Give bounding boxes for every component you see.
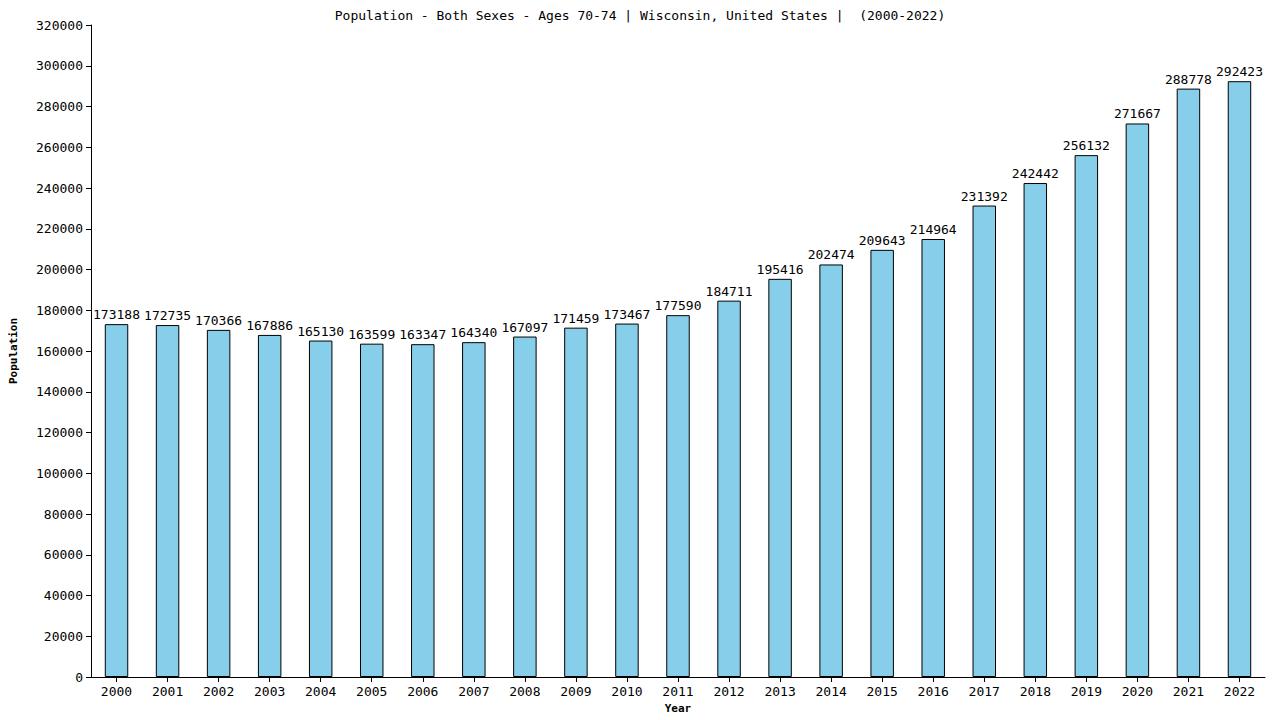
svg-text:Year: Year	[665, 702, 692, 715]
svg-text:2003: 2003	[254, 684, 285, 699]
svg-text:214964: 214964	[910, 222, 957, 237]
svg-text:160000: 160000	[36, 344, 83, 359]
svg-text:60000: 60000	[44, 547, 83, 562]
svg-text:170366: 170366	[195, 313, 242, 328]
svg-text:195416: 195416	[757, 262, 804, 277]
svg-text:240000: 240000	[36, 181, 83, 196]
svg-text:173188: 173188	[93, 307, 140, 322]
svg-text:2017: 2017	[969, 684, 1000, 699]
svg-text:200000: 200000	[36, 262, 83, 277]
svg-text:140000: 140000	[36, 384, 83, 399]
svg-text:2005: 2005	[356, 684, 387, 699]
svg-text:173467: 173467	[603, 307, 650, 322]
svg-text:231392: 231392	[961, 189, 1008, 204]
svg-text:280000: 280000	[36, 99, 83, 114]
svg-text:40000: 40000	[44, 588, 83, 603]
svg-text:180000: 180000	[36, 303, 83, 318]
svg-text:167097: 167097	[501, 320, 548, 335]
svg-text:165130: 165130	[297, 324, 344, 339]
svg-text:120000: 120000	[36, 425, 83, 440]
svg-text:256132: 256132	[1063, 138, 1110, 153]
svg-text:2014: 2014	[815, 684, 846, 699]
svg-text:163347: 163347	[399, 327, 446, 342]
svg-text:Population: Population	[7, 318, 20, 384]
svg-text:271667: 271667	[1114, 106, 1161, 121]
svg-text:2013: 2013	[764, 684, 795, 699]
svg-text:2001: 2001	[152, 684, 183, 699]
svg-text:220000: 220000	[36, 221, 83, 236]
svg-text:2015: 2015	[867, 684, 898, 699]
svg-text:163599: 163599	[348, 327, 395, 342]
svg-text:100000: 100000	[36, 466, 83, 481]
svg-text:300000: 300000	[36, 58, 83, 73]
svg-text:172735: 172735	[144, 308, 191, 323]
svg-text:2008: 2008	[509, 684, 540, 699]
svg-text:209643: 209643	[859, 233, 906, 248]
svg-text:2012: 2012	[713, 684, 744, 699]
svg-text:20000: 20000	[44, 629, 83, 644]
svg-text:2016: 2016	[918, 684, 949, 699]
svg-text:2006: 2006	[407, 684, 438, 699]
svg-text:288778: 288778	[1165, 72, 1212, 87]
svg-text:184711: 184711	[706, 284, 753, 299]
svg-text:202474: 202474	[808, 247, 855, 262]
svg-text:177590: 177590	[655, 298, 702, 313]
svg-text:2011: 2011	[662, 684, 693, 699]
svg-text:2009: 2009	[560, 684, 591, 699]
svg-text:0: 0	[75, 670, 83, 685]
svg-text:320000: 320000	[36, 18, 83, 33]
svg-text:2021: 2021	[1173, 684, 1204, 699]
svg-text:260000: 260000	[36, 140, 83, 155]
svg-text:80000: 80000	[44, 507, 83, 522]
svg-text:2019: 2019	[1071, 684, 1102, 699]
svg-text:2022: 2022	[1224, 684, 1255, 699]
svg-text:2020: 2020	[1122, 684, 1153, 699]
svg-text:2002: 2002	[203, 684, 234, 699]
svg-text:2004: 2004	[305, 684, 336, 699]
svg-text:292423: 292423	[1216, 64, 1263, 79]
svg-text:Population - Both Sexes - Ages: Population - Both Sexes - Ages 70-74 | W…	[335, 8, 945, 23]
svg-text:167886: 167886	[246, 318, 293, 333]
svg-text:2010: 2010	[611, 684, 642, 699]
svg-text:242442: 242442	[1012, 166, 1059, 181]
svg-text:2007: 2007	[458, 684, 489, 699]
svg-text:171459: 171459	[552, 311, 599, 326]
svg-text:164340: 164340	[450, 325, 497, 340]
svg-text:2000: 2000	[101, 684, 132, 699]
svg-text:2018: 2018	[1020, 684, 1051, 699]
